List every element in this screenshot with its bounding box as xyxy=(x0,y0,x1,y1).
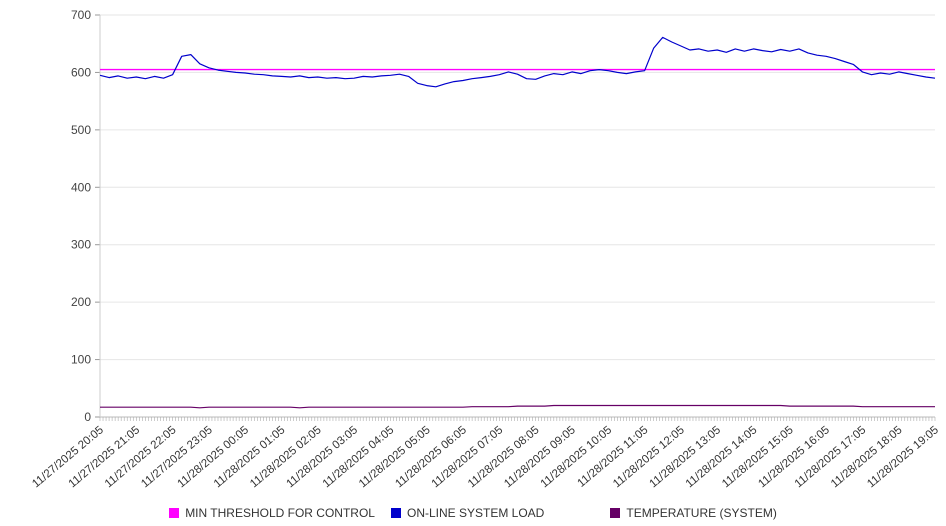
legend-swatch-system-load xyxy=(390,508,401,518)
legend-item-temperature: TEMPERATURE (SYSTEM) xyxy=(610,506,777,520)
line-chart: 0 100 200 300 400 500 600 700 11/27/2025 20:05 11… xyxy=(30,8,941,490)
y-tick-label: 400 xyxy=(71,180,91,194)
series-line-on-line-system-load xyxy=(99,36,936,88)
legend-swatch-min-threshold xyxy=(169,508,180,518)
series-line-temperature-system- xyxy=(100,404,935,409)
legend-item-min-threshold: MIN THRESHOLD FOR CONTROL xyxy=(169,506,375,520)
y-tick-label: 300 xyxy=(71,238,91,252)
chart-legend: MIN THRESHOLD FOR CONTROL ON-LINE SYSTEM… xyxy=(0,506,946,520)
legend-label-temperature: TEMPERATURE (SYSTEM) xyxy=(626,506,777,520)
y-tick-label: 100 xyxy=(71,353,91,367)
y-tick-label: 500 xyxy=(71,123,91,137)
y-tick-label: 0 xyxy=(84,410,91,424)
y-tick-label: 200 xyxy=(71,295,91,309)
legend-label-system-load: ON-LINE SYSTEM LOAD xyxy=(406,506,545,520)
y-tick-label: 700 xyxy=(71,8,91,22)
legend-swatch-temperature xyxy=(610,508,621,518)
legend-item-system-load: ON-LINE SYSTEM LOAD xyxy=(390,506,545,520)
y-tick-label: 600 xyxy=(71,65,91,79)
legend-label-min-threshold: MIN THRESHOLD FOR CONTROL xyxy=(185,506,375,520)
